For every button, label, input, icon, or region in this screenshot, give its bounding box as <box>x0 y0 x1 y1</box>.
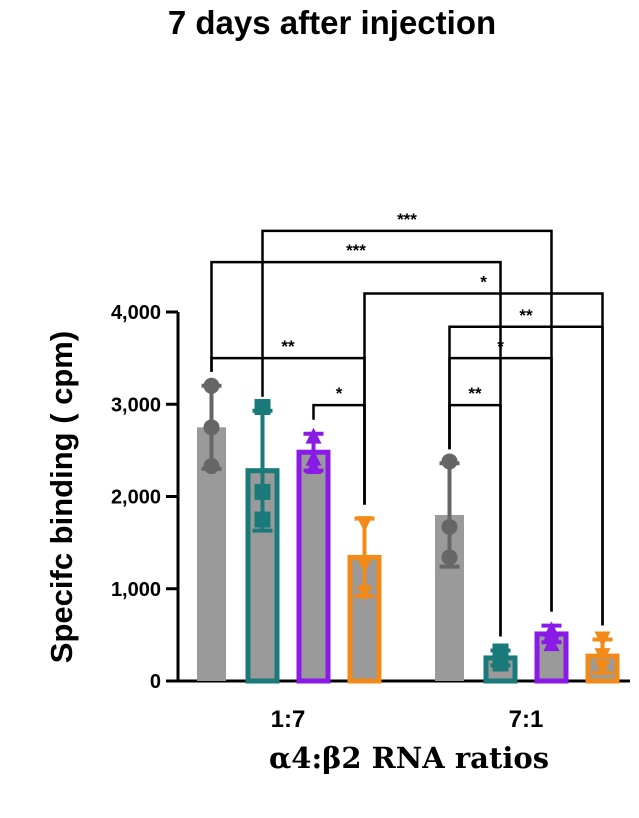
bracket-line <box>210 356 366 505</box>
data-point <box>254 399 271 416</box>
bracket-line <box>312 403 366 505</box>
data-point <box>356 516 373 533</box>
bar-group <box>197 377 226 681</box>
bracket-line <box>448 356 553 612</box>
significance-bracket: * <box>363 273 604 626</box>
data-point <box>441 453 458 470</box>
data-point <box>203 458 220 475</box>
bar-group <box>296 427 331 684</box>
data-point <box>203 377 220 394</box>
data-point <box>203 419 220 436</box>
data-point <box>543 635 560 652</box>
bracket-line <box>448 403 502 637</box>
significance-label: ** <box>468 384 482 403</box>
data-point <box>594 648 611 665</box>
axes: 0 1,000 2,000 3,000 4,000 1:7 7:1 <box>111 302 630 733</box>
data-point <box>543 625 560 642</box>
y-tick-label: 4,000 <box>111 302 161 324</box>
y-tick-label: 2,000 <box>111 487 161 509</box>
data-point <box>356 585 373 602</box>
data-point <box>441 518 458 535</box>
significance-label: *** <box>397 210 417 229</box>
bar-group <box>245 399 280 684</box>
x-tick-label: 7:1 <box>509 706 544 733</box>
bar-group <box>347 516 382 684</box>
significance-bracket: ** <box>448 306 604 626</box>
y-tick-label: 3,000 <box>111 394 161 416</box>
data-point <box>594 660 611 677</box>
bar-group <box>483 643 518 684</box>
data-point <box>492 655 509 672</box>
significance-label: *** <box>346 241 366 260</box>
significance-bracket: * <box>448 337 553 612</box>
bar-group <box>585 631 620 684</box>
y-tick-label: 0 <box>150 671 161 693</box>
data-point <box>305 427 322 444</box>
bracket-line <box>448 325 604 626</box>
x-tick-label: 1:7 <box>271 706 306 733</box>
significance-label: * <box>497 337 504 356</box>
data-point <box>305 449 322 466</box>
significance-label: ** <box>519 306 533 325</box>
data-point <box>356 557 373 574</box>
y-tick-label: 1,000 <box>111 579 161 601</box>
data-point <box>305 458 322 475</box>
significance-bracket: ** <box>448 384 502 637</box>
significance-brackets: *********** ** ** <box>210 210 604 637</box>
bracket-line <box>363 292 604 626</box>
y-axis-label: Specifc binding ( cpm) <box>44 331 79 663</box>
significance-label: * <box>480 273 487 292</box>
significance-bracket: ** <box>210 337 366 505</box>
data-point <box>254 483 271 500</box>
significance-bracket: * <box>312 384 366 505</box>
chart-title: 7 days after injection <box>168 4 496 41</box>
significance-label: * <box>336 384 343 403</box>
significance-label: ** <box>281 337 295 356</box>
bar-group <box>534 621 569 684</box>
data-point <box>441 549 458 566</box>
data-point <box>254 511 271 528</box>
bar <box>296 449 331 684</box>
data-point <box>594 631 611 648</box>
bar-group <box>435 453 464 681</box>
bars <box>197 377 620 684</box>
x-axis-label: α4:β2 RNA ratios <box>269 741 549 775</box>
